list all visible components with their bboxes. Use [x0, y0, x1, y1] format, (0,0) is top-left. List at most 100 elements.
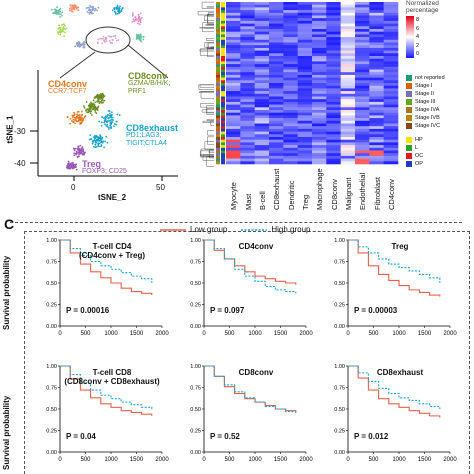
heatmap-cell — [283, 150, 298, 154]
heatmap-cell — [254, 4, 270, 8]
legend-swatch — [406, 123, 412, 129]
heatmap-cell — [340, 115, 356, 119]
tsne-zoom-point — [103, 99, 106, 102]
heatmap-cell — [312, 69, 327, 73]
heatmap-cell — [383, 128, 399, 132]
heatmap-cell — [383, 147, 399, 151]
site-annotation-cell — [221, 88, 225, 92]
heatmap-category-label: CD8exhaust — [272, 168, 282, 210]
heatmap-cell — [254, 80, 270, 84]
heatmap-category-label: Treg — [300, 194, 310, 210]
tsne-zoom-point — [90, 110, 92, 113]
heatmap-cell — [340, 77, 356, 81]
stage-annotation-cell — [216, 29, 220, 32]
y-tick-label: 1.00 — [190, 364, 201, 370]
heatmap-cell — [297, 155, 313, 159]
heatmap-cell — [355, 96, 370, 100]
dendrogram-branch — [207, 130, 214, 136]
tsne-inset-point — [61, 11, 64, 14]
tsne-zoom-point — [90, 106, 93, 109]
tsne-zoom-point — [104, 140, 107, 143]
tsne-zoom-point — [75, 151, 78, 153]
heatmap-cell — [297, 4, 313, 8]
site-annotation-cell — [221, 155, 225, 159]
heatmap-cell — [312, 96, 327, 100]
heatmap-cell — [340, 47, 356, 51]
stage-annotation-cell — [216, 2, 220, 5]
low-group-curve — [204, 365, 297, 413]
tsne-zoom-point — [91, 140, 94, 143]
heatmap-cell — [240, 37, 255, 41]
tsne-zoom-point — [76, 120, 78, 123]
tsne-zoom-point — [92, 106, 95, 109]
tsne-inset-point — [107, 35, 110, 37]
survival-panel-title: CD4conv — [238, 242, 274, 251]
tsne-inset-point — [139, 21, 142, 24]
legend-item: Stage IVC — [406, 122, 474, 130]
tsne-zoom-point — [101, 142, 104, 144]
heatmap-cell — [254, 45, 270, 49]
heatmap-category-label: Mast — [243, 193, 253, 210]
heatmap-cell — [355, 20, 370, 24]
heatmap-cell — [254, 101, 270, 105]
stage-annotation-cell — [216, 77, 220, 81]
heatmap-cell — [226, 134, 241, 138]
dendrogram-branch — [206, 108, 214, 114]
heatmap-dendrogram — [197, 1, 214, 167]
legend-item: Stage IVA — [406, 106, 474, 114]
tsne-inset-point — [121, 6, 124, 9]
tsne-inset-point — [97, 6, 100, 9]
heatmap-cell — [283, 101, 298, 105]
heatmap-cell — [297, 120, 313, 124]
heatmap-cell — [226, 147, 241, 151]
tsne-zoom-point — [73, 149, 76, 152]
heatmap-cell — [283, 15, 298, 19]
heatmap-cell — [297, 39, 313, 43]
tsne-inset-point — [71, 10, 74, 13]
tsne-zoom-point — [107, 128, 110, 130]
heatmap-cell — [326, 115, 341, 119]
scale-tick: 6 — [416, 25, 420, 32]
stage-annotation-cell — [216, 7, 220, 11]
heatmap-cell — [269, 104, 284, 108]
y-tick-label: 1.00 — [190, 238, 201, 244]
tsne-zoom-point — [106, 123, 109, 126]
site-annotation-cell — [221, 161, 225, 165]
heatmap-cell — [240, 83, 255, 86]
tsne-zoom-point — [66, 116, 69, 119]
tsne-zoom-point — [90, 138, 93, 141]
heatmap-cell — [297, 101, 313, 105]
heatmap-cell — [283, 137, 298, 140]
heatmap-cell — [254, 88, 270, 92]
heatmap-cell — [383, 104, 399, 108]
tsne-zoom-point — [108, 126, 110, 129]
tsne-inset-point — [77, 6, 79, 8]
heatmap-cell — [355, 31, 370, 35]
x-tick-label: 2000 — [443, 331, 457, 337]
heatmap-cell — [355, 142, 370, 146]
survival-panel: 0 500 1000 1500 2000 0.00 0.25 0.50 0.75 1.00 CD8c… — [176, 360, 316, 474]
heatmap-cell — [355, 110, 370, 113]
tsne-zoom-point — [101, 92, 104, 95]
heatmap-cell — [240, 10, 255, 14]
tsne-zoom-point — [81, 113, 84, 116]
heatmap-cell — [340, 69, 356, 73]
tsne-zoom-point — [102, 140, 105, 143]
site-annotation-cell — [221, 150, 225, 154]
heatmap-cell — [297, 112, 313, 116]
heatmap-cell — [254, 66, 270, 70]
heatmap-cell — [340, 120, 356, 124]
heatmap-category-label: Endothelial — [358, 172, 368, 210]
stage-annotation-cell — [216, 145, 220, 149]
heatmap-cell — [283, 53, 298, 57]
heatmap-cell — [312, 50, 327, 54]
tsne-inset-point — [102, 38, 105, 40]
heatmap-cell — [254, 128, 270, 132]
heatmap-cell — [226, 58, 241, 62]
heatmap-cell — [326, 134, 341, 138]
heatmap-cell — [383, 10, 399, 14]
heatmap-cell — [340, 37, 356, 41]
heatmap-cell — [297, 77, 313, 81]
tsne-inset-point — [54, 8, 57, 11]
y-tick-label: 0.25 — [46, 429, 57, 435]
